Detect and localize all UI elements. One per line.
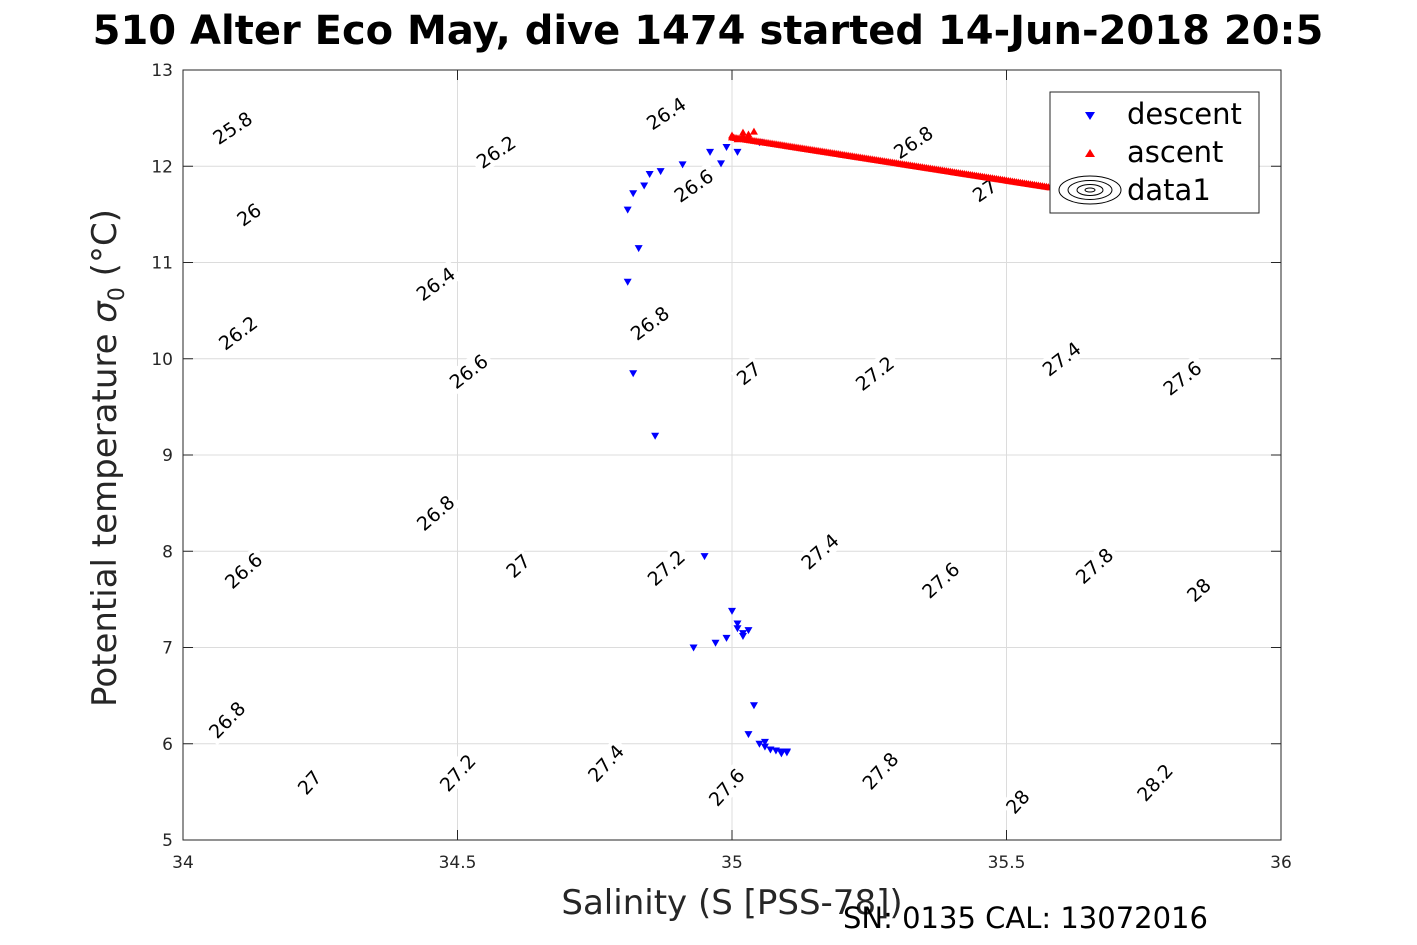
y-axis-label-unit: (°C) bbox=[85, 209, 125, 287]
chart-title: 510 Alter Eco May, dive 1474 started 14-… bbox=[93, 8, 1324, 54]
descent-point bbox=[717, 160, 726, 168]
descent-point bbox=[623, 278, 632, 286]
y-axis-label-main: Potential temperature bbox=[85, 323, 125, 707]
contour-label-bg bbox=[848, 349, 902, 398]
contour-label-bg bbox=[855, 744, 906, 797]
calibration-footnote: SN: 0135 CAL: 13072016 bbox=[843, 901, 1208, 935]
descent-point bbox=[706, 148, 715, 156]
y-tick-label: 11 bbox=[151, 254, 173, 274]
descent-point bbox=[634, 245, 643, 253]
descent-point bbox=[738, 632, 747, 640]
contour-label-bg bbox=[409, 488, 462, 538]
contour-label-bg bbox=[793, 526, 846, 577]
x-tick-label: 35.5 bbox=[988, 853, 1026, 873]
contour-label-bg bbox=[291, 764, 327, 801]
descent-series bbox=[623, 139, 791, 758]
descent-point bbox=[640, 182, 649, 190]
y-axis-label: Potential temperature σ0 (°C) bbox=[85, 209, 130, 707]
descent-point bbox=[629, 190, 638, 198]
descent-point bbox=[755, 740, 764, 748]
legend-marker-contour-icon bbox=[1058, 175, 1122, 205]
contour-label-bg bbox=[1068, 540, 1121, 591]
contour-label-bg bbox=[1034, 334, 1088, 383]
contour-label-bg bbox=[640, 542, 693, 593]
contour-label-bg bbox=[500, 548, 536, 584]
legend-label-ascent: ascent bbox=[1127, 135, 1223, 169]
descent-point bbox=[689, 644, 698, 652]
contour-label-bg bbox=[201, 694, 253, 746]
ascent-series bbox=[728, 127, 1055, 191]
y-tick-label: 13 bbox=[151, 61, 173, 81]
descent-point bbox=[656, 168, 665, 176]
descent-point bbox=[700, 553, 709, 561]
y-tick-label: 8 bbox=[162, 542, 173, 562]
contour-label-bg bbox=[999, 783, 1036, 820]
contour-label-bg bbox=[639, 90, 694, 137]
legend-marker-ascent bbox=[1085, 149, 1095, 157]
legend-label-descent: descent bbox=[1127, 97, 1242, 131]
descent-point bbox=[722, 144, 731, 151]
contour-label-bg bbox=[469, 128, 523, 175]
ascent-point bbox=[749, 127, 758, 135]
descent-point bbox=[728, 607, 736, 615]
contour-label-bg bbox=[1129, 756, 1180, 809]
descent-point bbox=[678, 161, 687, 169]
descent-point bbox=[733, 148, 742, 156]
descent-point bbox=[749, 702, 758, 710]
descent-point bbox=[777, 750, 786, 758]
descent-point bbox=[744, 627, 753, 635]
contour-label-bg bbox=[701, 761, 752, 813]
contour-label-bg bbox=[886, 119, 941, 166]
contour-label-bg bbox=[1180, 572, 1217, 608]
descent-point bbox=[629, 370, 638, 378]
descent-point bbox=[651, 432, 660, 440]
contour-label: 27.8 bbox=[855, 744, 906, 797]
x-tick-label: 34.5 bbox=[439, 853, 477, 873]
contour-label-bg bbox=[231, 197, 267, 232]
contour-label-bg bbox=[623, 299, 677, 347]
contour-label-bg bbox=[914, 555, 967, 606]
legend-marker-descent bbox=[1085, 112, 1095, 120]
contour-label-bg bbox=[1155, 353, 1209, 403]
y-axis-label-subscript: 0 bbox=[105, 287, 130, 301]
descent-point bbox=[645, 170, 654, 178]
descent-point bbox=[711, 639, 720, 647]
legend-label-data1: data1 bbox=[1127, 173, 1211, 207]
descent-point bbox=[760, 743, 769, 751]
contour-label-bg bbox=[217, 545, 270, 596]
descent-point bbox=[733, 625, 742, 633]
descent-point bbox=[760, 738, 769, 746]
y-tick-label: 12 bbox=[151, 157, 173, 177]
legend: descent ascent data1 bbox=[1049, 91, 1260, 214]
x-tick-label: 35 bbox=[721, 853, 743, 873]
contour-label-bg bbox=[408, 260, 463, 308]
y-axis-ticks: 5 6 7 8 9 10 11 12 13 bbox=[151, 61, 1281, 851]
y-tick-label: 7 bbox=[162, 639, 173, 659]
descent-point bbox=[623, 206, 632, 214]
descent-point bbox=[733, 620, 742, 628]
contour-label-bg bbox=[730, 355, 767, 391]
descent-point bbox=[722, 634, 731, 642]
y-axis-label-sigma: σ bbox=[85, 300, 125, 323]
legend-box bbox=[1049, 91, 1260, 214]
x-axis-ticks: 34 34.5 35 35.5 36 bbox=[172, 70, 1292, 873]
contour-label-bg bbox=[432, 746, 483, 799]
contour-label-bg bbox=[580, 737, 631, 789]
x-tick-label: 34 bbox=[172, 853, 194, 873]
contour-label-bg bbox=[666, 162, 721, 209]
y-tick-label: 5 bbox=[162, 831, 173, 851]
y-tick-label: 9 bbox=[162, 446, 173, 466]
contour-label-bg bbox=[205, 104, 260, 151]
x-axis-label: Salinity (S [PSS-78]) bbox=[561, 883, 902, 923]
y-tick-label: 6 bbox=[162, 735, 173, 755]
x-tick-label: 36 bbox=[1270, 853, 1292, 873]
y-tick-label: 10 bbox=[151, 350, 173, 370]
descent-point bbox=[744, 731, 753, 739]
contour-label-bg bbox=[442, 347, 495, 396]
ascent-point bbox=[738, 128, 747, 136]
contour-label-bg bbox=[211, 308, 265, 357]
